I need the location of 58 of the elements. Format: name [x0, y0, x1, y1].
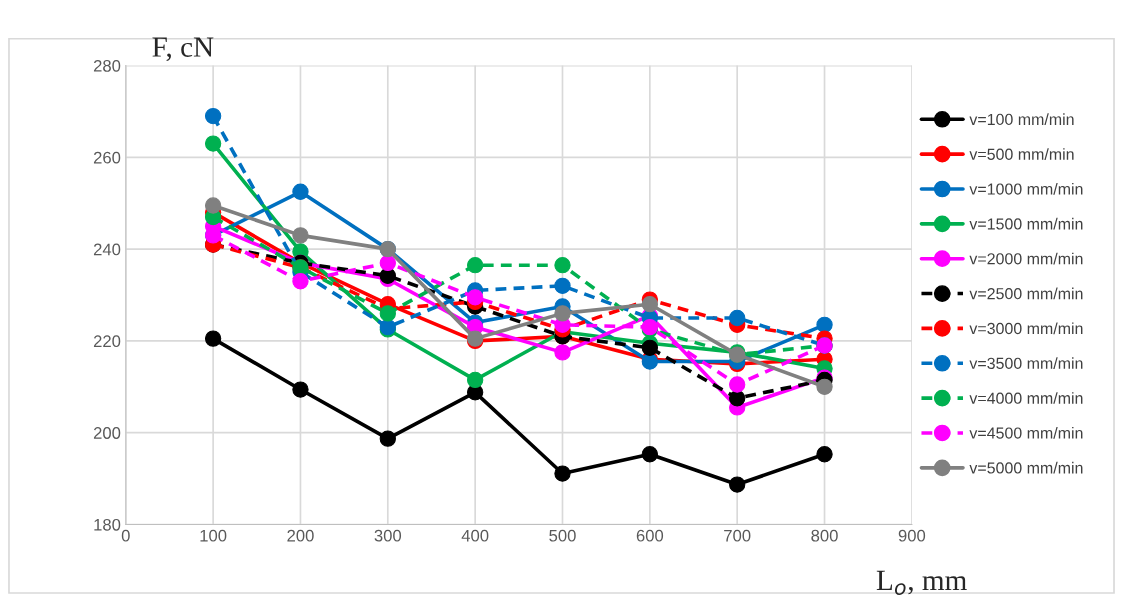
x-tick-label: 500	[549, 529, 576, 542]
point	[816, 378, 833, 395]
y-tick-label: 180	[94, 518, 121, 531]
legend-label: v=3500 mm/min	[969, 357, 1083, 370]
legend-label: v=3000 mm/min	[969, 322, 1083, 335]
point	[467, 371, 484, 389]
point	[204, 330, 222, 347]
x-tick-label: 400	[461, 529, 489, 542]
y-tick-label: 220	[93, 335, 121, 348]
x-tick-label: 0	[121, 529, 130, 542]
point	[816, 446, 833, 463]
point	[641, 339, 658, 356]
legend-label: v=1000 mm/min	[969, 183, 1083, 195]
point	[292, 183, 309, 200]
legend-label: v=2000 mm/min	[969, 252, 1083, 265]
point	[641, 296, 658, 313]
y-tick-label: 280	[93, 59, 121, 72]
point	[554, 277, 571, 294]
legend-label: v=4000 mm/min	[969, 392, 1083, 404]
legend-label: v=100 mm/min	[969, 113, 1074, 126]
point	[729, 476, 746, 493]
point	[816, 316, 833, 334]
legend-label: v=1500 mm/min	[969, 217, 1083, 230]
point	[641, 446, 658, 463]
point	[292, 381, 309, 398]
legend-label: v=500 mm/min	[969, 148, 1074, 160]
x-tick-label: 900	[898, 529, 926, 542]
x-tick-label: 200	[287, 529, 314, 542]
point	[379, 305, 396, 322]
y-tick-label: 260	[93, 151, 121, 164]
point	[554, 305, 571, 322]
x-tick-label: 700	[724, 529, 751, 542]
point	[554, 344, 571, 361]
point	[379, 254, 396, 272]
x-tick-label: 600	[636, 529, 664, 542]
x-tick-label: 800	[811, 529, 838, 542]
point	[729, 309, 746, 327]
point	[204, 107, 222, 125]
point	[467, 257, 484, 274]
x-tick-label: 300	[374, 529, 402, 542]
point	[554, 465, 571, 482]
legend-label: v=5000 mm/min	[969, 461, 1083, 474]
point	[729, 376, 746, 393]
point	[467, 289, 484, 306]
point	[204, 197, 222, 214]
point	[554, 257, 571, 274]
legend-label: v=2500 mm/min	[969, 287, 1083, 300]
y-tick-label: 240	[93, 243, 121, 256]
y-tick-label: 200	[93, 427, 121, 439]
x-axis-title: L$_{o}$, mm	[876, 570, 967, 595]
point	[729, 390, 746, 407]
point	[204, 135, 222, 152]
point	[379, 430, 396, 447]
point	[292, 227, 309, 244]
x-tick-label: 100	[200, 529, 227, 542]
legend-label: v=4500 mm/min	[969, 426, 1083, 439]
y-axis-title: F, cN	[152, 37, 214, 62]
point	[292, 273, 309, 290]
